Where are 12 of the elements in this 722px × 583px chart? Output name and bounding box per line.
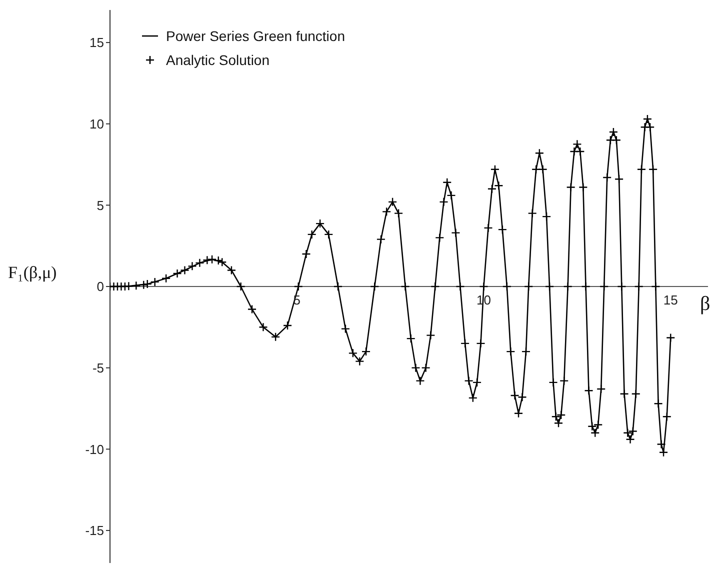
x-tick-label: 15 (663, 292, 678, 308)
y-axis-title: F₁(β,μ) (8, 262, 57, 282)
y-tick-label: -10 (85, 442, 104, 457)
x-axis-title: β (700, 292, 710, 316)
legend-label: Analytic Solution (166, 52, 270, 68)
y-tick-label: 10 (90, 116, 104, 132)
legend-label: Power Series Green function (166, 28, 345, 44)
y-tick-label: -5 (92, 360, 104, 376)
y-tick-label: 0 (96, 279, 104, 294)
y-tick-label: -15 (85, 523, 104, 538)
y-tick-label: 15 (90, 35, 104, 50)
y-tick-label: 5 (96, 198, 104, 213)
